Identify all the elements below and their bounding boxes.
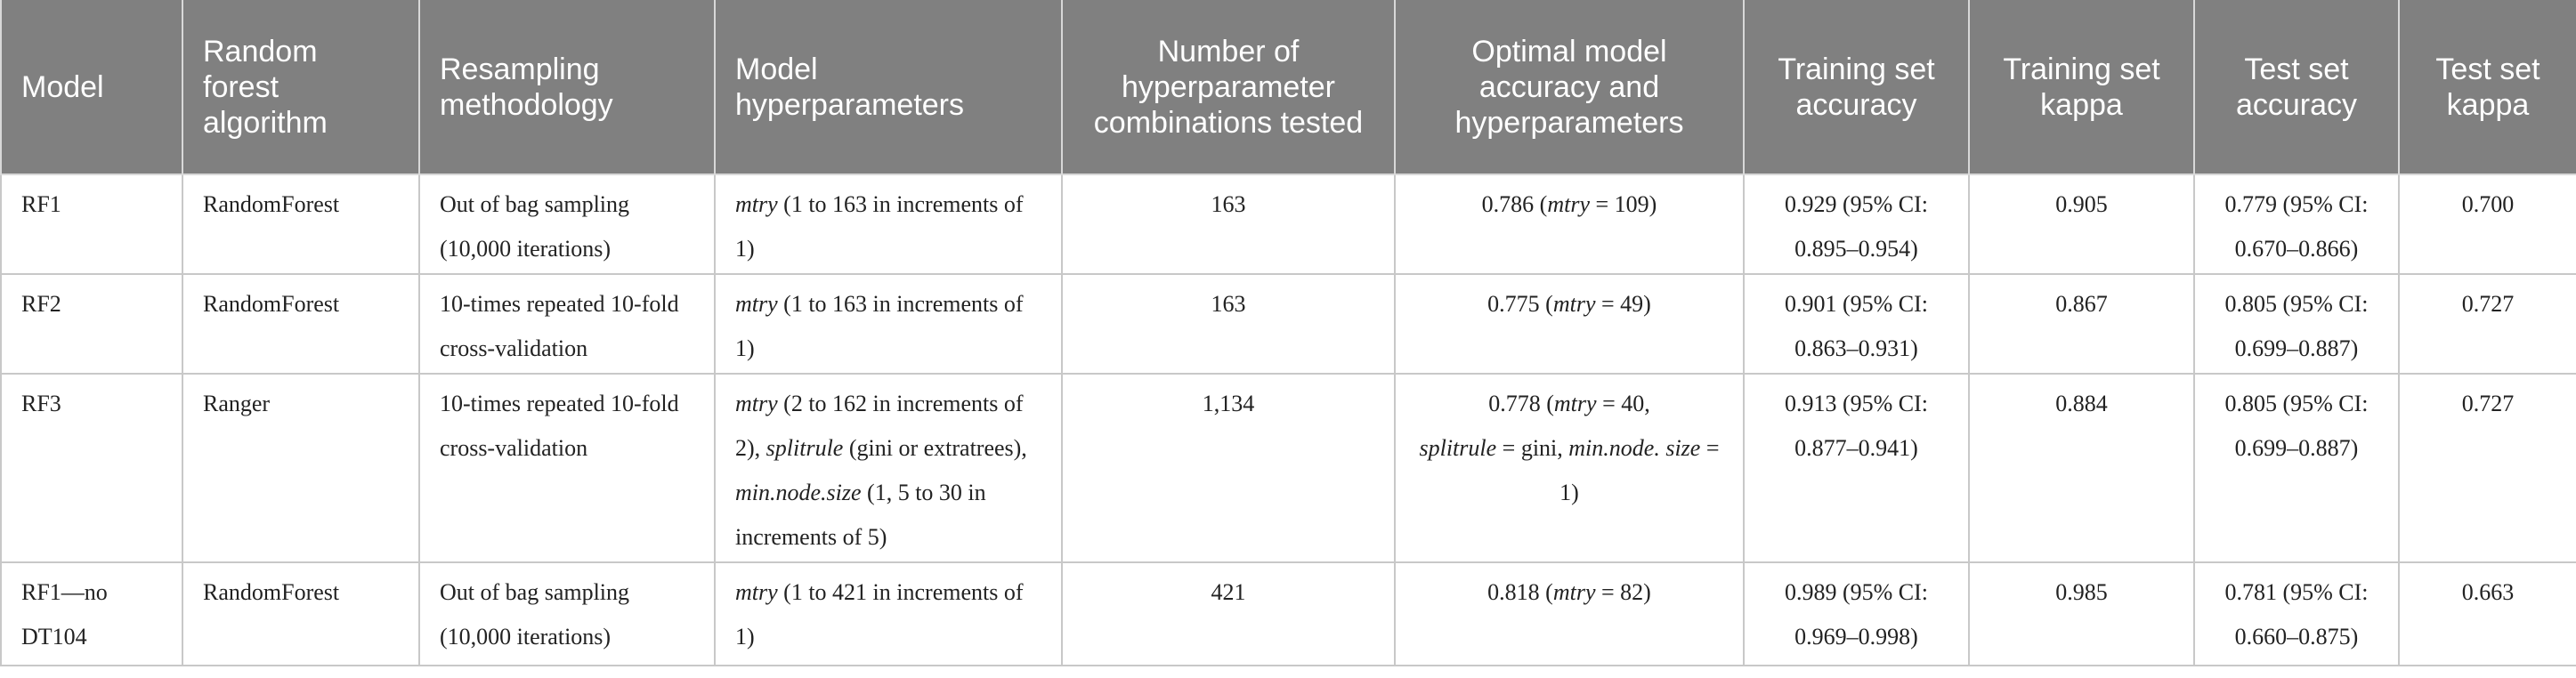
cell-train-accuracy: 0.913 (95% CI: 0.877–0.941) bbox=[1743, 373, 1970, 563]
header-optimal: Optimal model accuracy and hyperparamete… bbox=[1394, 0, 1745, 175]
param-value: = 49) bbox=[1595, 291, 1651, 317]
cell-resampling: Out of bag sampling (10,000 iterations) bbox=[418, 174, 716, 275]
cell-model: RF3 bbox=[0, 373, 183, 563]
cell-test-accuracy: 0.805 (95% CI: 0.699–0.887) bbox=[2193, 373, 2400, 563]
header-row: Model Random forest algorithm Resampling… bbox=[0, 0, 2576, 175]
cell-combinations: 1,134 bbox=[1061, 373, 1396, 563]
param-text: (1, 5 to 30 in increments of 5) bbox=[735, 480, 986, 550]
cell-test-kappa: 0.727 bbox=[2398, 273, 2576, 375]
param-name: mtry bbox=[1547, 191, 1590, 217]
optimal-accuracy: 0.775 ( bbox=[1487, 291, 1553, 317]
cell-resampling: 10-times repeated 10-fold cross-validati… bbox=[418, 373, 716, 563]
header-combinations: Number of hyperparameter combinations te… bbox=[1061, 0, 1396, 175]
cell-model: RF1 bbox=[0, 174, 183, 275]
param-text: (1 to 163 in increments of 1) bbox=[735, 191, 1024, 262]
cell-train-accuracy: 0.989 (95% CI: 0.969–0.998) bbox=[1743, 561, 1970, 666]
param-text: (1 to 163 in increments of 1) bbox=[735, 291, 1024, 361]
param-name: splitrule bbox=[1419, 435, 1497, 461]
optimal-accuracy: 0.818 ( bbox=[1487, 579, 1553, 605]
cell-hyperparameters: mtry (1 to 163 in increments of 1) bbox=[714, 273, 1063, 375]
cell-optimal: 0.775 (mtry = 49) bbox=[1394, 273, 1745, 375]
table-row: RF1—no DT104 RandomForest Out of bag sam… bbox=[0, 561, 2576, 666]
param-name: mtry bbox=[735, 191, 778, 217]
param-value: = 109) bbox=[1590, 191, 1657, 217]
param-name: min.node. size bbox=[1568, 435, 1701, 461]
cell-hyperparameters: mtry (1 to 163 in increments of 1) bbox=[714, 174, 1063, 275]
cell-optimal: 0.818 (mtry = 82) bbox=[1394, 561, 1745, 666]
cell-combinations: 421 bbox=[1061, 561, 1396, 666]
cell-optimal: 0.786 (mtry = 109) bbox=[1394, 174, 1745, 275]
cell-resampling: Out of bag sampling (10,000 iterations) bbox=[418, 561, 716, 666]
cell-algorithm: RandomForest bbox=[182, 561, 420, 666]
param-name: mtry bbox=[735, 391, 778, 416]
param-name: mtry bbox=[735, 291, 778, 317]
cell-resampling: 10-times repeated 10-fold cross-validati… bbox=[418, 273, 716, 375]
header-resampling: Resampling methodology bbox=[418, 0, 716, 175]
table-row: RF1 RandomForest Out of bag sampling (10… bbox=[0, 174, 2576, 275]
cell-train-accuracy: 0.901 (95% CI: 0.863–0.931) bbox=[1743, 273, 1970, 375]
cell-hyperparameters: mtry (2 to 162 in increments of 2), spli… bbox=[714, 373, 1063, 563]
param-value: = 1) bbox=[1559, 435, 1720, 505]
param-name: splitrule bbox=[766, 435, 844, 461]
cell-algorithm: RandomForest bbox=[182, 273, 420, 375]
table-row: RF2 RandomForest 10-times repeated 10-fo… bbox=[0, 273, 2576, 375]
cell-algorithm: Ranger bbox=[182, 373, 420, 563]
param-name: mtry bbox=[735, 579, 778, 605]
table-row: RF3 Ranger 10-times repeated 10-fold cro… bbox=[0, 373, 2576, 563]
param-value: = 82) bbox=[1595, 579, 1651, 605]
cell-model: RF1—no DT104 bbox=[0, 561, 183, 666]
param-name: min.node.size bbox=[735, 480, 862, 505]
header-test-kappa: Test set kappa bbox=[2398, 0, 2576, 175]
cell-combinations: 163 bbox=[1061, 174, 1396, 275]
cell-model: RF2 bbox=[0, 273, 183, 375]
param-name: mtry bbox=[1552, 579, 1596, 605]
cell-combinations: 163 bbox=[1061, 273, 1396, 375]
cell-train-accuracy: 0.929 (95% CI: 0.895–0.954) bbox=[1743, 174, 1970, 275]
header-hyperparameters: Model hyperparameters bbox=[714, 0, 1063, 175]
cell-test-kappa: 0.700 bbox=[2398, 174, 2576, 275]
cell-optimal: 0.778 (mtry = 40, splitrule = gini, min.… bbox=[1394, 373, 1745, 563]
param-text: (2 to 162 in increments of 2), bbox=[735, 391, 1024, 461]
header-train-kappa: Training set kappa bbox=[1968, 0, 2195, 175]
cell-test-accuracy: 0.805 (95% CI: 0.699–0.887) bbox=[2193, 273, 2400, 375]
header-test-accuracy: Test set accuracy bbox=[2193, 0, 2400, 175]
param-value: = 40, bbox=[1596, 391, 1650, 416]
optimal-accuracy: 0.778 ( bbox=[1488, 391, 1554, 416]
cell-test-accuracy: 0.781 (95% CI: 0.660–0.875) bbox=[2193, 561, 2400, 666]
header-train-accuracy: Training set accuracy bbox=[1743, 0, 1970, 175]
param-text: (gini or extratrees), bbox=[843, 435, 1027, 461]
cell-test-kappa: 0.727 bbox=[2398, 373, 2576, 563]
cell-train-kappa: 0.884 bbox=[1968, 373, 2195, 563]
cell-train-kappa: 0.905 bbox=[1968, 174, 2195, 275]
header-algorithm: Random forest algorithm bbox=[182, 0, 420, 175]
cell-train-kappa: 0.985 bbox=[1968, 561, 2195, 666]
param-text: (1 to 421 in increments of 1) bbox=[735, 579, 1024, 650]
optimal-accuracy: 0.786 ( bbox=[1481, 191, 1548, 217]
param-name: mtry bbox=[1552, 291, 1596, 317]
param-value: = gini, bbox=[1496, 435, 1569, 461]
cell-test-accuracy: 0.779 (95% CI: 0.670–0.866) bbox=[2193, 174, 2400, 275]
header-model: Model bbox=[0, 0, 183, 175]
cell-train-kappa: 0.867 bbox=[1968, 273, 2195, 375]
cell-test-kappa: 0.663 bbox=[2398, 561, 2576, 666]
cell-algorithm: RandomForest bbox=[182, 174, 420, 275]
cell-hyperparameters: mtry (1 to 421 in increments of 1) bbox=[714, 561, 1063, 666]
param-name: mtry bbox=[1553, 391, 1597, 416]
